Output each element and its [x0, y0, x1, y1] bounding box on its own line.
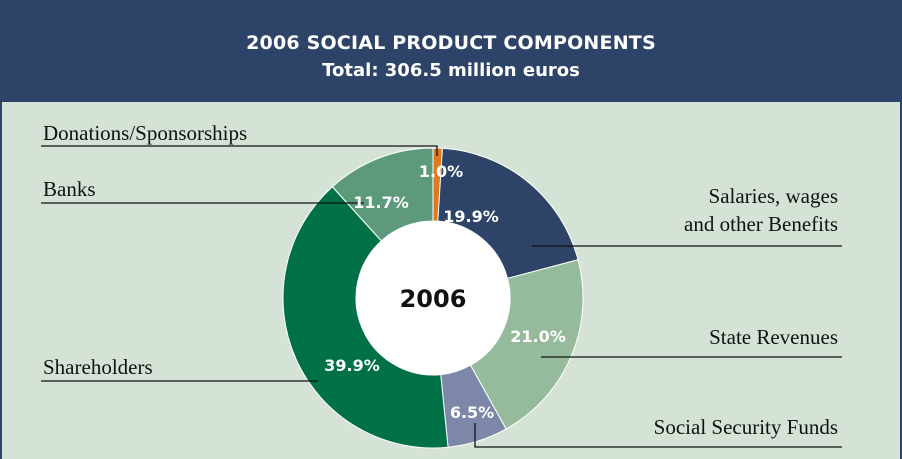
- slice-label: Social Security Funds: [654, 415, 838, 439]
- leader-line: [41, 145, 438, 156]
- slice-label: Salaries, wages: [709, 184, 838, 208]
- slice-label: State Revenues: [709, 325, 838, 349]
- slice-percent-label: 11.7%: [353, 193, 409, 212]
- slice-percent-label: 21.0%: [510, 327, 566, 346]
- donut-center: [356, 221, 510, 375]
- center-year-label: 2006: [400, 285, 467, 313]
- slice-percent-label: 1.0%: [419, 162, 463, 181]
- chart-subtitle: Total: 306.5 million euros: [322, 60, 580, 81]
- slice-percent-label: 19.9%: [443, 207, 499, 226]
- slice-label: Donations/Sponsorships: [43, 121, 247, 145]
- slice-label: and other Benefits: [684, 212, 838, 236]
- slice-label: Shareholders: [43, 355, 153, 379]
- slice-percent-label: 6.5%: [450, 403, 494, 422]
- leader-line: [474, 423, 842, 448]
- slice-percent-label: 39.9%: [324, 356, 380, 375]
- chart-title: 2006 SOCIAL PRODUCT COMPONENTS: [246, 32, 656, 54]
- chart-header: 2006 SOCIAL PRODUCT COMPONENTS Total: 30…: [0, 0, 902, 102]
- slice-label: Banks: [43, 177, 96, 201]
